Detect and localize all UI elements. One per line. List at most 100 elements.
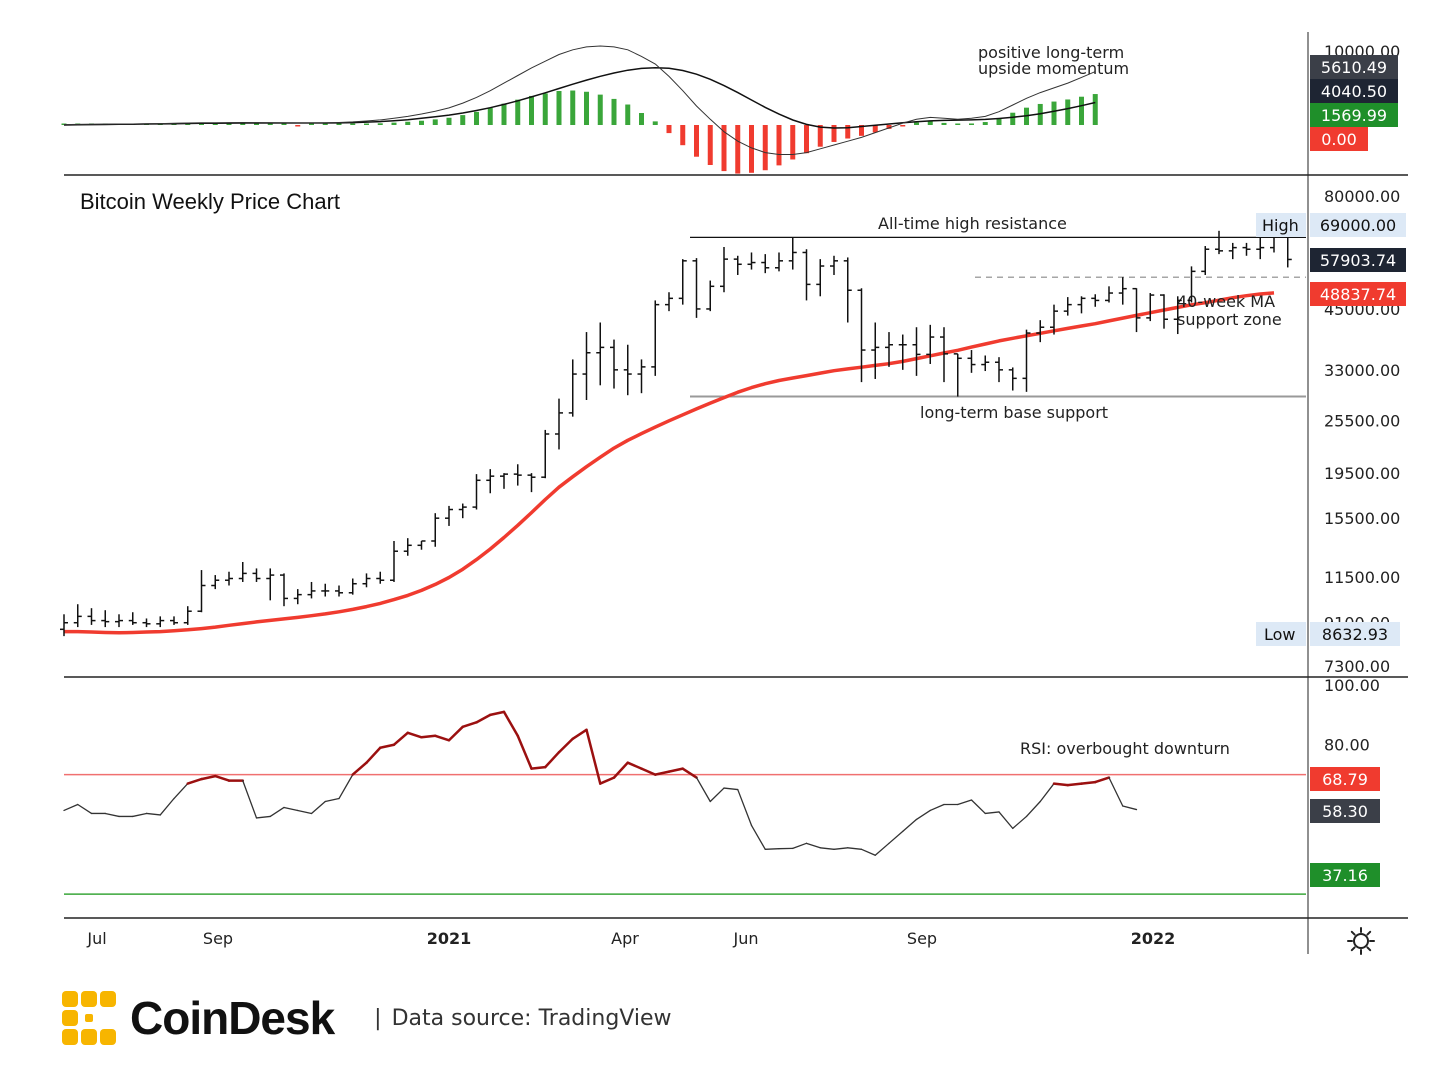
rsi-segment [667, 767, 684, 773]
rsi-segment [365, 746, 382, 764]
ohlc-bar [266, 568, 275, 601]
rsi-segment [283, 806, 299, 812]
ohlc-bar [252, 568, 261, 582]
rsi-segment [695, 776, 711, 803]
rsi-segment [847, 847, 863, 850]
rsi-segment [626, 761, 643, 770]
ohlc-bar [128, 612, 137, 625]
macd-histogram-bar [432, 119, 438, 125]
macd-histogram-bar [377, 123, 383, 125]
ohlc-bar [692, 258, 701, 318]
ohlc-bar [816, 259, 825, 297]
ohlc-bar [403, 538, 412, 556]
rsi-segment [599, 776, 616, 785]
rsi-segment [585, 728, 602, 785]
macd-histogram-bar [776, 125, 782, 166]
ohlc-bar [885, 332, 893, 367]
macd-value-tag-bg [1310, 79, 1398, 103]
ohlc-bar [500, 473, 508, 489]
footer: CoinDesk | Data source: TradingView [60, 988, 672, 1048]
macd-value-tag-text: 4040.50 [1321, 82, 1387, 101]
ohlc-bar [775, 252, 783, 272]
macd-histogram-bar [680, 125, 686, 146]
rsi-segment [338, 773, 354, 800]
ohlc-bar [898, 334, 907, 370]
rsi-segment [104, 812, 120, 818]
macd-histogram-bar [542, 93, 548, 125]
macd-value-tag-bg [1310, 127, 1368, 151]
gear-icon[interactable] [1346, 926, 1376, 956]
rsi-value-tag-bg [1310, 767, 1380, 791]
rsi-segment [929, 803, 945, 812]
ma-label-line: support zone [1177, 310, 1282, 329]
macd-histogram-bar [364, 123, 369, 125]
rsi-segment [544, 750, 561, 769]
ohlc-bar [1036, 320, 1045, 343]
ohlc-bar [1132, 287, 1141, 333]
rsi-segment [475, 713, 492, 724]
rsi-segment [434, 734, 451, 742]
macd-annotation-line: positive long-term [978, 43, 1124, 62]
rsi-segment [132, 812, 148, 818]
ohlc-bar [843, 257, 852, 323]
ohlc-bar [225, 571, 233, 586]
ohlc-bar [995, 357, 1003, 383]
rsi-segment [709, 787, 725, 803]
ohlc-bar [1201, 246, 1210, 275]
high-label: High [1262, 216, 1299, 235]
ohlc-bar [1022, 329, 1031, 392]
ohlc-bar [1215, 230, 1223, 255]
macd-histogram-bar [309, 123, 314, 125]
macd-value-tag-text: 0.00 [1321, 130, 1357, 149]
ohlc-bar [788, 237, 797, 270]
price-axis-label: 7300.00 [1324, 657, 1390, 676]
rsi-segment [984, 811, 1000, 815]
ohlc-bar [307, 581, 316, 599]
rsi-segment [1094, 776, 1111, 784]
macd-histogram-bar [446, 117, 452, 125]
macd-histogram-bar [515, 99, 521, 125]
ohlc-bar [348, 578, 357, 595]
rsi-segment [502, 710, 519, 738]
macd-histogram-bar [859, 125, 864, 136]
macd-histogram-bar [584, 91, 589, 125]
ohlc-bar [596, 322, 605, 386]
time-axis-label: 2022 [1131, 929, 1176, 948]
ohlc-bar [802, 249, 811, 301]
rsi-segment [186, 777, 203, 785]
ohlc-bar [1146, 293, 1155, 322]
rsi-segment [1108, 776, 1124, 807]
macd-histogram-bar [556, 91, 562, 125]
rsi-segment [833, 847, 849, 850]
ohlc-bar [293, 589, 302, 605]
price-axis-label: 25500.00 [1324, 411, 1400, 430]
rsi-segment [269, 806, 285, 818]
macd-histogram-bar [199, 123, 204, 125]
rsi-segment [805, 842, 821, 849]
macd-value-tag: 5610.49 [1310, 55, 1398, 79]
rsi-value-tag: 58.30 [1310, 799, 1380, 823]
macd-histogram-bar [611, 98, 617, 125]
ma-value-tag-bg [1310, 282, 1406, 306]
ohlc-bar [115, 614, 123, 628]
ohlc-bar [967, 350, 976, 373]
ohlc-bar [458, 503, 467, 519]
macd-histogram-bar [817, 125, 823, 147]
time-axis-label: Jul [86, 929, 106, 948]
data-source-text: Data source: TradingView [391, 1005, 672, 1031]
macd-histogram-bar [350, 123, 356, 125]
low-label: Low [1264, 625, 1296, 644]
macd-histogram-bar [969, 123, 974, 125]
rsi-segment [379, 743, 396, 749]
ohlc-bar [541, 429, 550, 479]
ohlc-bar [376, 571, 385, 584]
ohlc-bar [720, 246, 728, 293]
source-separator: | [374, 1005, 382, 1031]
rsi-segment [145, 812, 161, 816]
ohlc-bar [623, 344, 632, 396]
ohlc-bar [197, 570, 206, 613]
macd-histogram-bar [886, 125, 892, 129]
ohlc-bar [678, 259, 687, 305]
rsi-segment [77, 803, 93, 815]
time-axis-label: 2021 [427, 929, 472, 948]
